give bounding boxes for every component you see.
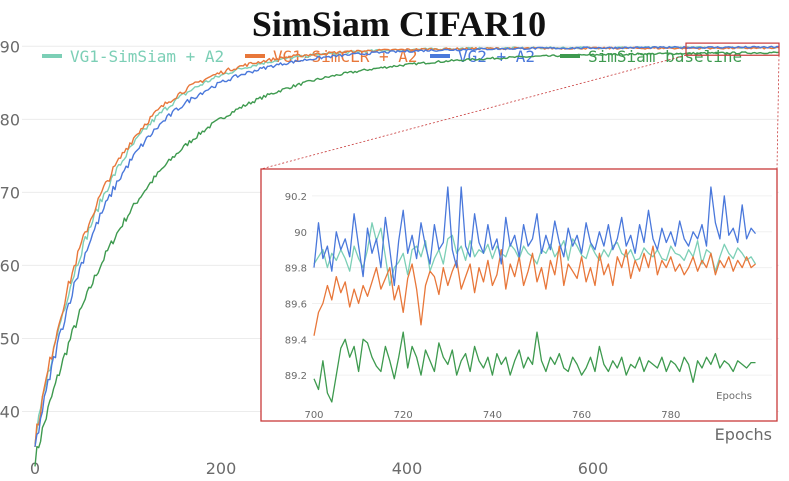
inset-line-simsiam-baseline [313,331,756,403]
zoom-connector-right [776,55,780,170]
inset-y-tick-89.6: 89.6 [285,299,307,310]
main-x-axis-label: Epochs [715,425,772,444]
zoom-connector-left [260,54,687,170]
inset-x-tick-720: 720 [394,410,413,421]
main-series-lines [34,45,780,467]
legend-label-vg1-simsiam-a2: VG1-SimSiam + A2 [70,47,224,66]
inset-x-tick-labels: 700 720 740 760 780 [304,410,680,421]
y-tick-60: 60 [0,256,20,275]
inset-y-tick-labels: 89.2 89.4 89.6 89.8 90 90.2 [285,192,307,382]
inset-x-axis-label: Epochs [716,391,752,402]
y-tick-70: 70 [0,183,20,202]
y-tick-40: 40 [0,402,20,421]
inset-frame [260,168,778,422]
x-tick-200: 200 [206,459,237,478]
x-tick-600: 600 [578,459,609,478]
inset-x-tick-740: 740 [483,410,502,421]
inset-series-lines [313,186,757,403]
y-tick-50: 50 [0,329,20,348]
zoom-callout [260,42,780,170]
x-tick-400: 400 [392,459,423,478]
inset-y-tick-90: 90 [294,228,307,239]
inset-y-tick-89.2: 89.2 [285,371,307,382]
main-line-vg1-simclr-a2 [34,46,780,448]
chart-title: SimSiam CIFAR10 [252,4,546,44]
y-tick-80: 80 [0,110,20,129]
inset-y-tick-89.8: 89.8 [285,264,307,275]
main-y-tick-labels: 40 50 60 70 80 90 [0,37,20,421]
zoom-rectangle [685,42,780,56]
inset-x-tick-780: 780 [661,410,680,421]
main-x-tick-labels: 0 200 400 600 [30,459,608,478]
main-line-vg2-a2 [34,45,780,447]
legend-label-vg2-a2: VG2 + A2 [458,47,535,66]
inset-panel: 89.2 89.4 89.6 89.8 90 90.2 700 720 740 760 780 E… [260,168,778,422]
inset-line-vg2-a2 [313,186,757,287]
main-line-simsiam-baseline [34,51,780,467]
y-tick-90: 90 [0,37,20,56]
inset-line-vg1-simsiam-a2 [313,222,757,287]
inset-x-tick-700: 700 [304,410,323,421]
inset-y-tick-90.2: 90.2 [285,192,307,203]
x-tick-0: 0 [30,459,40,478]
inset-x-tick-760: 760 [572,410,591,421]
legend-label-simsiam-baseline: SimSiam baseline [588,47,742,66]
inset-y-tick-89.4: 89.4 [285,335,307,346]
inset-line-vg1-simclr-a2 [313,245,756,336]
